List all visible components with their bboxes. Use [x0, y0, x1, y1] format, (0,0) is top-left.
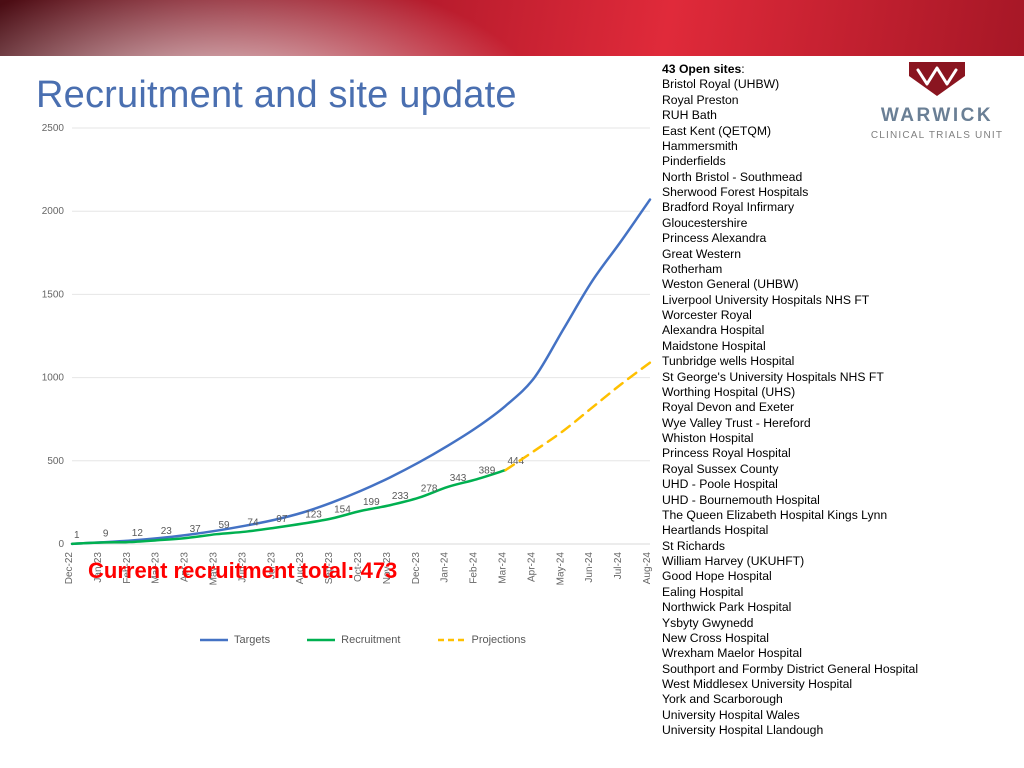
svg-text:Feb-24: Feb-24: [469, 552, 480, 584]
svg-text:37: 37: [190, 524, 202, 535]
svg-text:1500: 1500: [42, 289, 65, 300]
svg-text:74: 74: [247, 518, 259, 529]
svg-text:23: 23: [161, 526, 173, 537]
svg-text:Mar-24: Mar-24: [498, 552, 509, 584]
svg-text:278: 278: [421, 484, 438, 495]
svg-text:12: 12: [132, 528, 144, 539]
svg-text:59: 59: [219, 520, 231, 531]
current-total: Current recruitment total: 473: [88, 558, 397, 584]
open-sites-list: 43 Open sites: Bristol Royal (UHBW)Royal…: [662, 62, 1012, 739]
svg-text:Jul-24: Jul-24: [613, 552, 624, 580]
svg-text:97: 97: [276, 514, 288, 525]
svg-text:Jun-24: Jun-24: [584, 552, 595, 583]
svg-text:Jan-24: Jan-24: [440, 552, 451, 583]
legend-projections: Projections: [438, 634, 526, 646]
svg-text:0: 0: [58, 539, 64, 550]
svg-text:Aug-24: Aug-24: [642, 552, 653, 585]
svg-text:500: 500: [47, 456, 64, 467]
svg-text:343: 343: [450, 473, 467, 484]
page-title: Recruitment and site update: [36, 74, 517, 117]
chart-legend: Targets Recruitment Projections: [200, 634, 560, 648]
svg-text:Dec-22: Dec-22: [64, 552, 75, 585]
svg-text:199: 199: [363, 497, 380, 508]
svg-text:2000: 2000: [42, 206, 65, 217]
svg-text:Dec-23: Dec-23: [411, 552, 422, 585]
svg-text:1: 1: [74, 530, 80, 541]
svg-text:Apr-24: Apr-24: [526, 552, 537, 582]
legend-recruitment: Recruitment: [307, 634, 400, 646]
svg-text:233: 233: [392, 491, 409, 502]
svg-text:389: 389: [479, 465, 496, 476]
header-banner: [0, 0, 1024, 56]
svg-text:123: 123: [305, 510, 322, 521]
svg-text:2500: 2500: [42, 124, 65, 134]
svg-text:1000: 1000: [42, 373, 65, 384]
svg-text:154: 154: [334, 504, 351, 515]
legend-targets: Targets: [200, 634, 270, 646]
svg-text:May-24: May-24: [555, 552, 566, 586]
svg-text:9: 9: [103, 529, 109, 540]
